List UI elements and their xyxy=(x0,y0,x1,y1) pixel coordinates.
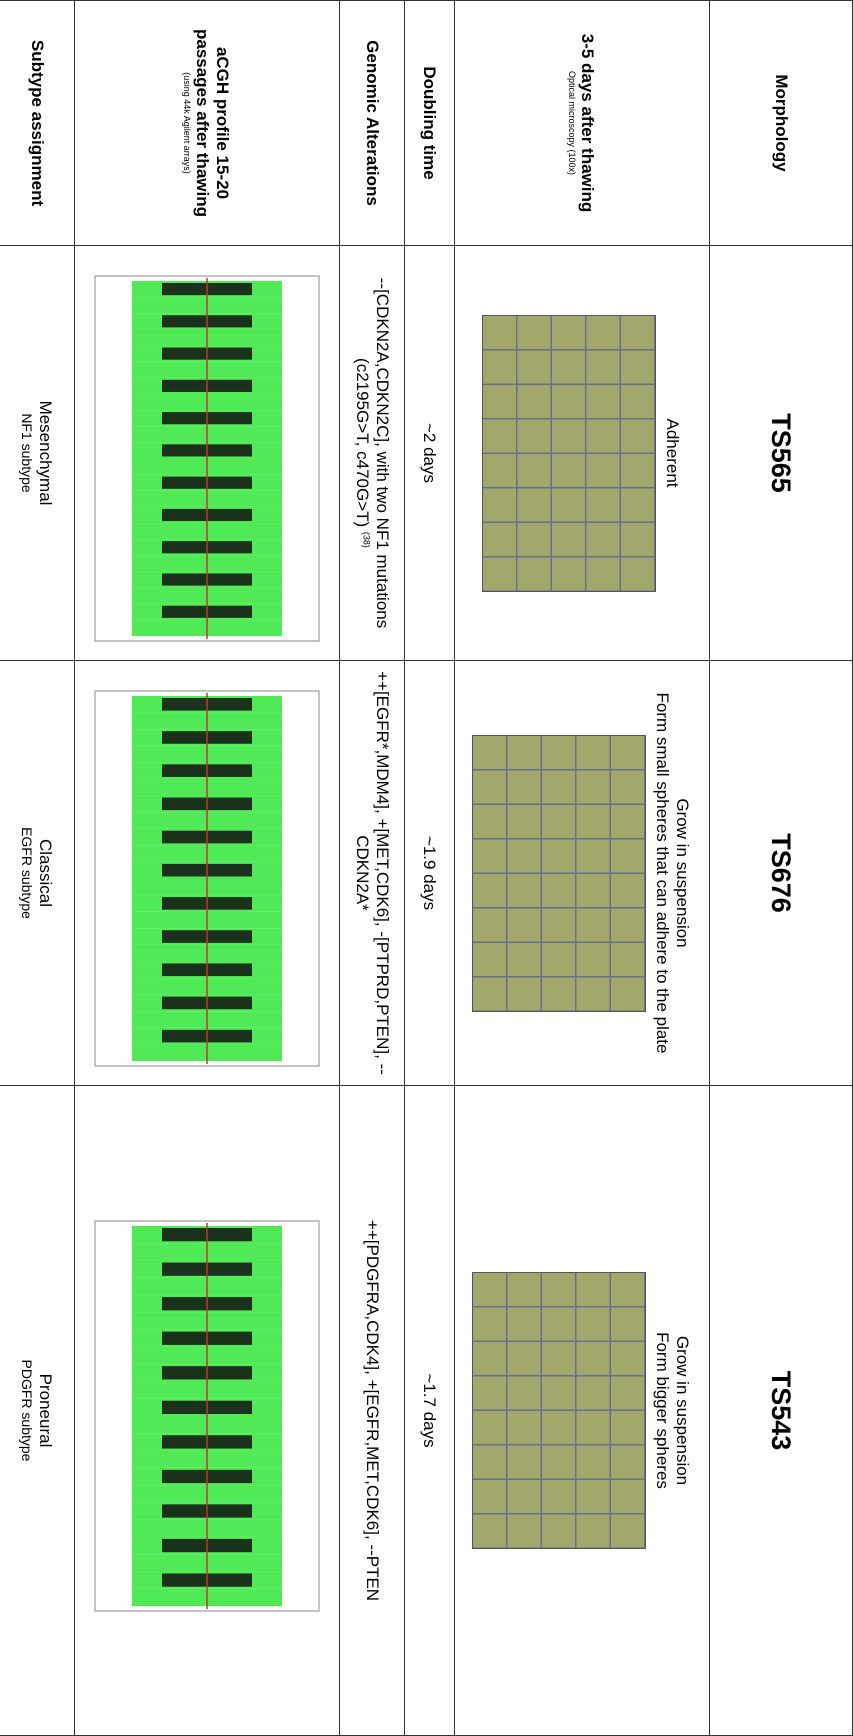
doubling-cell: ~1.9 days xyxy=(405,661,455,1086)
acgh-cell xyxy=(75,1086,340,1736)
morph-text: Form small spheres that can adhere to th… xyxy=(652,667,672,1079)
subtype-name: Classical xyxy=(35,667,55,1079)
doubling-cell: ~1.7 days xyxy=(405,1086,455,1736)
microscopy-image xyxy=(472,735,646,1012)
genomic-text: --[CDKN2A,CDKN2C], with two NF1 mutation… xyxy=(353,278,392,628)
subtype-name: Proneural xyxy=(35,1092,55,1729)
subtype-name: Mesenchymal xyxy=(35,252,55,654)
doubling-cell: ~2 days xyxy=(405,246,455,661)
row-label: Doubling time xyxy=(405,1,455,246)
label-line: passages after thawing xyxy=(192,7,212,239)
morph-text: Grow in suspension xyxy=(672,667,692,1079)
genomic-cell: ++[EGFR*,MDM4], +[MET,CDK6], -[PTPRD,PTE… xyxy=(340,661,405,1086)
rotated-table: Morphology TS565 TS676 TS543 3-5 days af… xyxy=(0,0,853,1735)
subtype-detail: EGFR subtype xyxy=(19,667,35,1079)
morph-text: Adherent xyxy=(662,252,682,654)
cell-line-table: Morphology TS565 TS676 TS543 3-5 days af… xyxy=(0,0,853,1736)
header-cell: Morphology xyxy=(710,1,853,246)
reference: (38) xyxy=(362,532,372,548)
acgh-plot xyxy=(87,256,327,651)
header-cell: TS543 xyxy=(710,1086,853,1736)
morph-cell: Adherent xyxy=(455,246,710,661)
label-line: 3-5 days after thawing xyxy=(577,7,597,239)
label-note: (using 44k Agilent arrays) xyxy=(182,7,192,239)
genomic-cell: --[CDKN2A,CDKN2C], with two NF1 mutation… xyxy=(340,246,405,661)
acgh-plot xyxy=(87,671,327,1076)
acgh-plot xyxy=(87,1201,327,1621)
genomic-cell: ++[PDGFRA,CDK4], +[EGFR,MET,CDK6], --PTE… xyxy=(340,1086,405,1736)
subtype-detail: NF1 subtype xyxy=(19,252,35,654)
microscopy-image xyxy=(482,315,656,592)
label-note: Optical microscopy (100x) xyxy=(567,7,577,239)
page: Morphology TS565 TS676 TS543 3-5 days af… xyxy=(0,0,853,1735)
morph-text: Grow in suspension xyxy=(672,1092,692,1729)
header-cell: TS565 xyxy=(710,246,853,661)
header-cell: TS676 xyxy=(710,661,853,1086)
acgh-cell xyxy=(75,246,340,661)
subtype-detail: PDGFR subtype xyxy=(19,1092,35,1729)
acgh-cell xyxy=(75,661,340,1086)
label-line: aCGH profile 15-20 xyxy=(212,7,232,239)
morph-text: Form bigger spheres xyxy=(652,1092,672,1729)
row-label: Subtype assignment xyxy=(0,1,75,246)
row-label: Genomic Alterations xyxy=(340,1,405,246)
microscopy-image xyxy=(472,1272,646,1549)
